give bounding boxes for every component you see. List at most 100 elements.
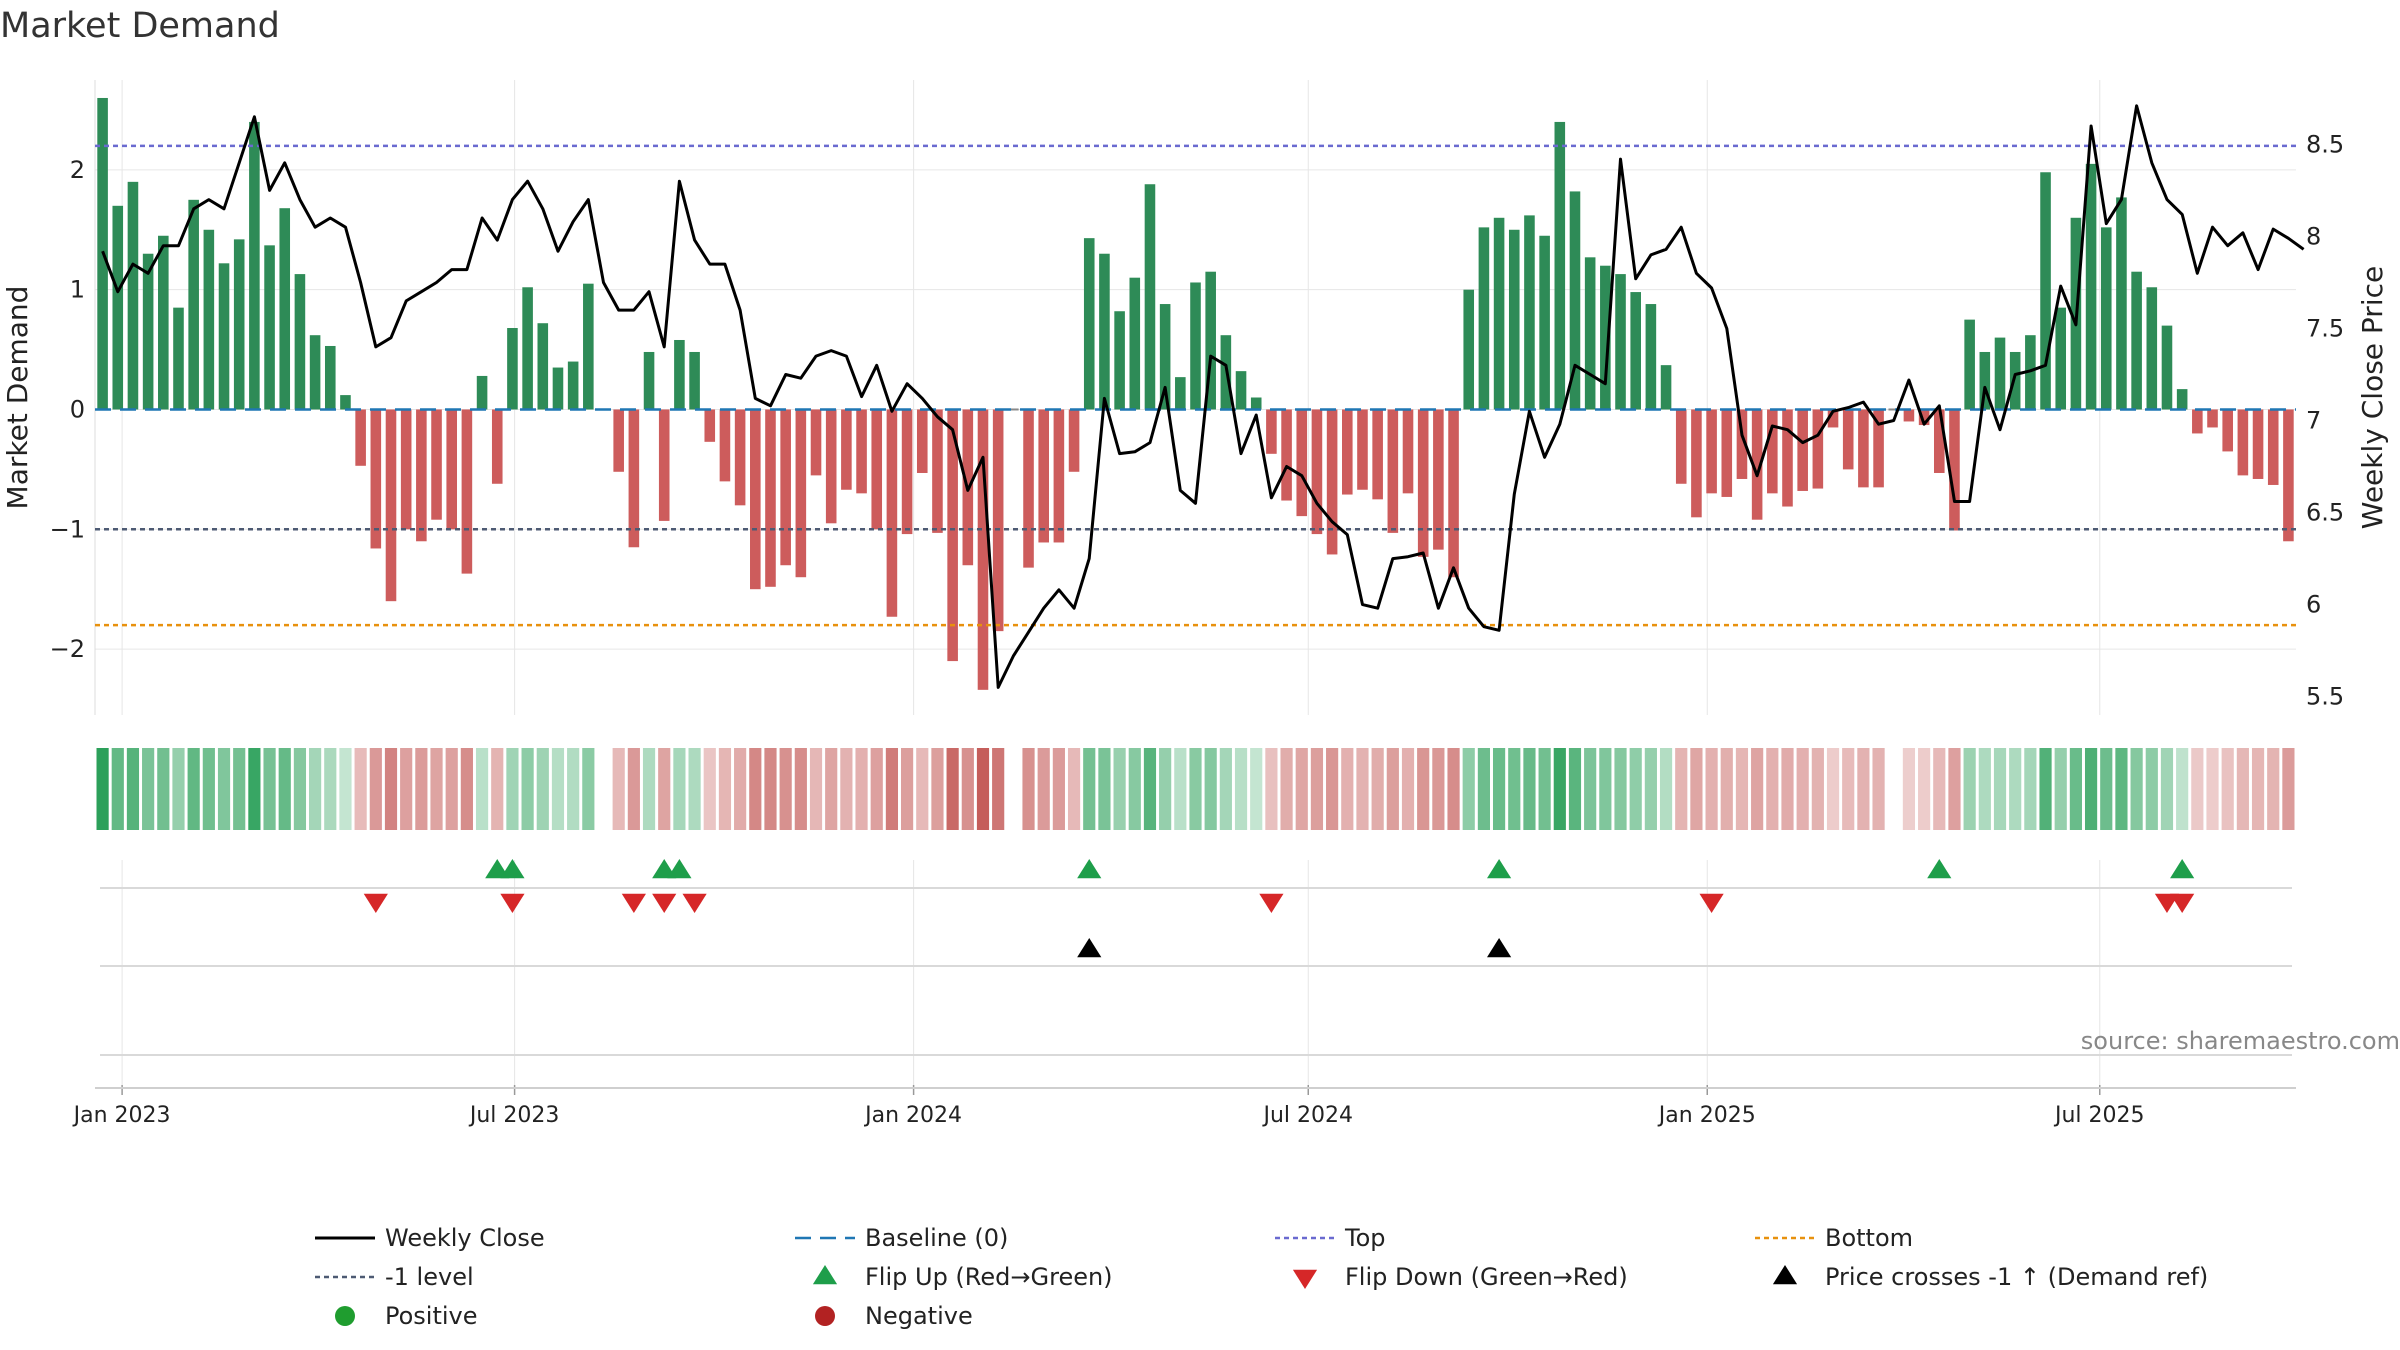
heat-strip-cell [2054,748,2067,830]
demand-bar [1797,409,1808,491]
demand-bar [734,409,746,506]
demand-bar [279,208,291,410]
heat-strip-cell [703,748,716,830]
demand-bar [249,121,260,410]
heat-strip-cell [309,748,322,830]
heat-strip-cell [1857,748,1870,830]
demand-bar [1508,229,1520,410]
demand-bar [2267,409,2279,485]
heat-strip-cell [1508,748,1521,830]
legend-label: Flip Up (Red→Green) [865,1263,1113,1291]
heat-strip-cell [673,748,686,830]
demand-bar [1159,304,1171,410]
heat-strip-cell [1568,748,1582,830]
heat-strip-cell [354,748,367,830]
heat-strip-cell [1842,748,1855,830]
demand-bar [1827,409,1839,428]
demand-bar [446,409,458,530]
demand-bar [1675,409,1687,484]
heat-strip-cell [157,748,170,830]
heat-strip-cell [1492,748,1506,830]
demand-bar [1129,277,1141,410]
demand-bar [2222,409,2233,452]
demand-bar [1660,365,1672,410]
heat-strip-cell [2176,748,2189,830]
demand-bar [1235,371,1247,410]
demand-bar [1099,253,1110,410]
demand-bar [1691,409,1702,518]
heat-strip-cell [840,748,853,830]
heat-strip-cell [961,748,974,830]
demand-bar [1721,409,1733,497]
heat-strip-cell [551,748,565,830]
heat-strip-cell [202,748,215,830]
demand-bar [1949,409,1960,531]
demand-bar [416,409,427,542]
demand-bar [233,239,245,410]
demand-bar [916,409,928,473]
heat-strip-cell [1250,748,1263,830]
flip-up-marker [1077,859,1102,879]
left-tick-label: 1 [70,276,85,304]
heat-strip-cell [1371,748,1384,830]
heat-strip-cell [582,748,595,830]
demand-bar [1175,377,1186,410]
heat-strip-cell [96,748,109,830]
demand-bar [1402,409,1414,494]
demand-bar [1918,409,1930,426]
heat-strip-cell [1751,748,1764,830]
heat-strip-cell [567,748,580,830]
demand-bar [1524,215,1535,410]
heat-strip-cell [369,748,382,830]
heat-strip-cell [1143,748,1157,830]
heat-strip-cell [384,748,398,830]
demand-bar [674,339,685,410]
heat-strip-cell [658,748,671,830]
legend-label: Negative [865,1302,973,1330]
heat-strip-cell [536,748,549,830]
heat-strip-cell [2206,748,2219,830]
demand-bar [1979,351,1991,410]
demand-bar [2100,227,2112,410]
heat-strip-cell [126,748,140,830]
demand-bar [1068,409,1080,472]
legend-label: Weekly Close [385,1224,545,1252]
heat-strip-cell [749,748,762,830]
price-cross-marker [1486,938,1512,958]
demand-bar [1266,409,1277,454]
demand-bar [355,409,366,466]
demand-bar [2131,271,2142,410]
price-cross-marker [1077,938,1102,958]
demand-bar [1190,282,1201,410]
heat-strip-cell [1113,748,1126,830]
heat-strip-cell [1083,748,1096,830]
heat-strip-cell [1356,748,1369,830]
demand-bar [947,409,958,662]
left-tick-label: −2 [50,635,85,663]
demand-bar [1357,409,1368,490]
heat-strip-cell [1993,748,2007,830]
flip-down-marker [682,893,707,913]
heat-strip-cell [2024,748,2037,830]
demand-bar [1812,409,1824,489]
heat-strip-cell [1447,748,1460,830]
heat-strip-cell [1280,748,1293,830]
x-tick-label: Jan 2025 [1657,1103,1756,1128]
demand-bar [583,283,594,410]
demand-bar [1038,409,1049,543]
heat-strip-cell [1614,748,1627,830]
heat-strip-cell [1204,748,1217,830]
demand-bar [1933,409,1945,473]
heat-strip-cell [187,748,200,830]
demand-bar [977,409,989,690]
demand-bar [1569,191,1581,410]
heat-strip-cell [1128,748,1141,830]
heat-strip-cell [2160,748,2174,830]
heat-strip-cell [1826,748,1840,830]
demand-bar [1706,409,1717,494]
x-tick-label: Jul 2024 [1261,1103,1353,1128]
heat-strip-cell [1675,748,1688,830]
demand-bar [780,409,791,566]
demand-bar [2146,287,2158,410]
heat-strip-cell [1326,748,1339,830]
